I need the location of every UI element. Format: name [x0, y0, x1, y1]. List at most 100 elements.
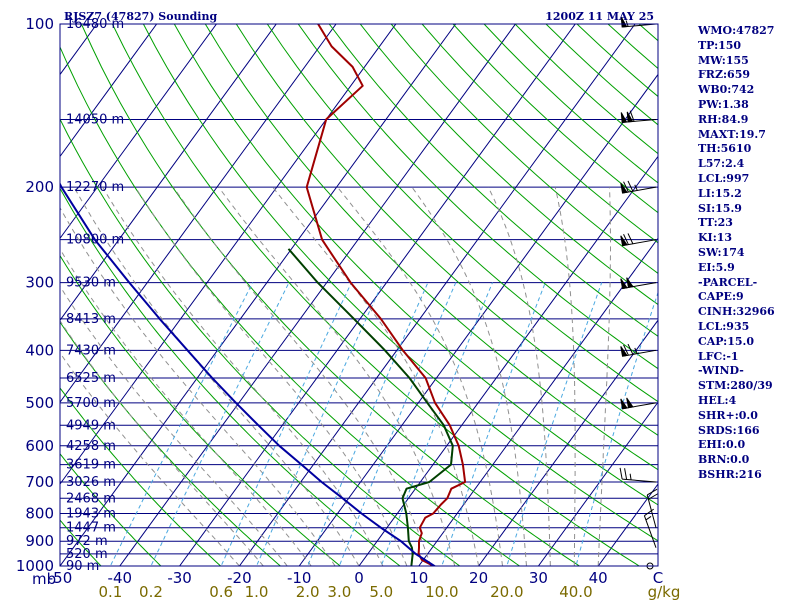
- dry-adiabat-line: [60, 453, 162, 566]
- wind-barb-feather: [627, 180, 634, 192]
- height-label: 9530 m: [66, 276, 116, 291]
- height-label: 4258 m: [66, 439, 116, 454]
- stability-index-item: SW:174: [698, 245, 745, 259]
- isotherm-line: [119, 24, 516, 566]
- stability-index-item: LCL:997: [698, 171, 750, 185]
- wind-barb-half-feather: [634, 347, 638, 354]
- isotherm-line: [60, 24, 217, 240]
- height-label: 7430 m: [66, 343, 116, 358]
- isotherm-line: [478, 319, 658, 566]
- pressure-tick-label: 600: [25, 437, 54, 455]
- stability-index-item: LI:15.2: [698, 186, 742, 200]
- isotherm-line: [60, 24, 277, 322]
- stability-index-item: LCL:935: [698, 319, 750, 333]
- mixing-ratio-line: [150, 282, 290, 566]
- dry-adiabat-line: [266, 24, 658, 403]
- wind-barb-feather: [619, 467, 623, 480]
- stability-index-item: SI:15.9: [698, 201, 742, 215]
- temperature-tick-label: 40: [589, 569, 608, 587]
- isotherm-line: [418, 237, 658, 566]
- dry-adiabat-line: [60, 45, 521, 566]
- wind-barb-staff: [646, 494, 657, 528]
- moist-adiabat-line: [102, 186, 384, 566]
- stability-index-item: BSHR:216: [698, 467, 762, 481]
- pressure-tick-label: 200: [25, 178, 54, 196]
- wind-barb-half-feather: [634, 184, 638, 191]
- profile-layer: [60, 24, 467, 566]
- wind-barb-pennant: [620, 182, 628, 194]
- wind-barb-feather: [627, 343, 634, 355]
- wind-barb: [620, 233, 657, 247]
- dry-adiabat-line: [60, 387, 222, 566]
- height-label: 10800 m: [66, 233, 124, 248]
- wind-barb-pennant: [620, 235, 628, 247]
- dry-adiabat-line: [60, 519, 102, 566]
- mixing-ratio-tick-label: 10.0: [425, 583, 458, 600]
- dry-adiabat-line: [173, 24, 658, 506]
- mixing-ratio-tick-label: 40.0: [559, 583, 592, 600]
- stability-index-item: FRZ:659: [698, 68, 751, 82]
- wind-barb: [620, 277, 657, 290]
- height-label: 12270 m: [66, 180, 124, 195]
- pressure-tick-label: 400: [25, 341, 54, 359]
- isotherm-line: [60, 24, 337, 404]
- mixing-ratio-line: [506, 282, 603, 566]
- pressure-tick-label: 800: [25, 504, 54, 522]
- moist-adiabat-line: [597, 187, 611, 566]
- wind-barb-pennant: [620, 346, 628, 357]
- wind-barb-pennant: [620, 398, 628, 410]
- wind-barb-feather: [624, 468, 628, 480]
- temperature-profile-line: [305, 24, 467, 566]
- isotherm-line: [358, 155, 658, 566]
- stability-index-item: EI:5.9: [698, 260, 735, 274]
- stability-index-item: HEL:4: [698, 393, 737, 407]
- moist-adiabat-line: [73, 186, 360, 566]
- stability-index-item: -PARCEL-: [698, 275, 758, 289]
- wind-barb-staff: [622, 478, 657, 483]
- stability-index-item: PW:1.38: [698, 97, 749, 111]
- temperature-tick-label: -20: [227, 569, 252, 587]
- mixing-ratio-line: [441, 282, 546, 566]
- wind-barb-pennant: [620, 112, 628, 123]
- height-label: 2468 m: [66, 491, 116, 506]
- dry-adiabat-line: [80, 24, 581, 566]
- mixing-ratio-tick-label: 1.0: [245, 583, 269, 600]
- temperature-tick-label: 0: [354, 569, 364, 587]
- height-label: 520 m: [66, 547, 108, 562]
- mixing-ratio-tick-label: 20.0: [490, 583, 523, 600]
- stability-index-item: EHI:0.0: [698, 438, 746, 452]
- wind-barb-half-feather: [645, 516, 652, 521]
- wind-barb-feather: [623, 181, 629, 193]
- station-title: RJSZ7 (47827) Sounding: [64, 10, 217, 23]
- stability-index-item: STM:280/39: [698, 379, 773, 393]
- pressure-tick-label: 900: [25, 532, 54, 550]
- dry-adiabat-line: [390, 24, 658, 274]
- height-label: 4949 m: [66, 418, 116, 433]
- stability-index-item: LFC:-1: [698, 349, 739, 363]
- mixing-ratio-tick-label: 3.0: [327, 583, 351, 600]
- wind-barb-pennant: [620, 278, 628, 290]
- wind-barb: [619, 467, 657, 483]
- wind-barb-feather: [646, 488, 658, 496]
- mixing-ratio-line: [256, 282, 384, 566]
- moist-adiabat-line: [218, 186, 456, 566]
- dry-adiabat-line: [328, 24, 658, 337]
- wind-barb: [620, 180, 657, 194]
- moist-adiabat-line: [134, 186, 408, 566]
- isotherm-line: [238, 24, 636, 566]
- wind-barb: [620, 397, 657, 410]
- wind-barb-feather: [627, 233, 634, 244]
- wind-barb-feather: [629, 110, 635, 122]
- stability-index-item: KI:13: [698, 231, 733, 245]
- stability-index-list: WMO:47827 TP:150 MW:155 FRZ:659 WB0:742 PW:1.…: [698, 24, 798, 483]
- stability-index-item: RH:84.9: [698, 112, 749, 126]
- dewpoint-profile-line: [287, 248, 454, 566]
- stability-index-item: -WIND-: [698, 364, 744, 378]
- stability-index-item: SHR+:0.0: [698, 408, 758, 422]
- stability-index-item: WB0:742: [698, 83, 755, 97]
- dry-adiabat-line: [60, 254, 341, 566]
- plot-frame: [59, 23, 659, 567]
- stability-index-item: SRDS:166: [698, 423, 760, 437]
